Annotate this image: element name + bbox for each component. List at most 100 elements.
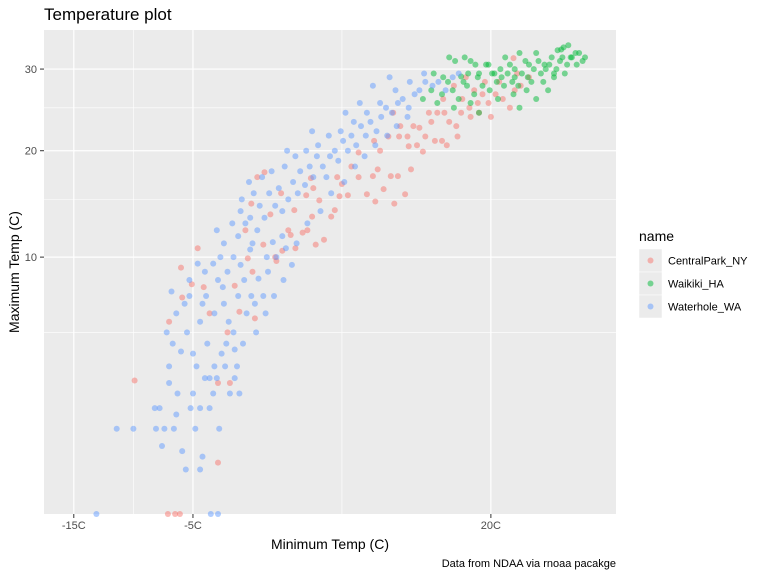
major-gridlines bbox=[44, 30, 616, 514]
point-centralpark-ny bbox=[466, 104, 473, 111]
point-waterhole-wa bbox=[206, 375, 213, 382]
point-waikiki-ha bbox=[460, 78, 467, 85]
point-waterhole-wa bbox=[231, 346, 238, 353]
point-waterhole-wa bbox=[243, 310, 250, 317]
point-waikiki-ha bbox=[568, 54, 575, 61]
point-waterhole-wa bbox=[178, 348, 184, 355]
point-waikiki-ha bbox=[558, 46, 565, 53]
point-waterhole-wa bbox=[327, 153, 333, 160]
point-waikiki-ha bbox=[455, 96, 462, 102]
point-centralpark-ny bbox=[434, 109, 441, 116]
point-waikiki-ha bbox=[516, 104, 523, 111]
point-waterhole-wa bbox=[266, 190, 273, 197]
legend: name CentralPark_NY Waikiki_HA Waterhole_W… bbox=[638, 228, 748, 319]
point-waikiki-ha bbox=[542, 66, 549, 73]
point-waterhole-wa bbox=[201, 375, 208, 382]
point-centralpark-ny bbox=[380, 186, 387, 193]
point-waikiki-ha bbox=[506, 61, 513, 68]
point-waikiki-ha bbox=[528, 78, 535, 85]
point-waterhole-wa bbox=[225, 318, 232, 325]
legend-swatch-centralpark-ny bbox=[647, 257, 654, 264]
point-waterhole-wa bbox=[186, 277, 193, 283]
point-waterhole-wa bbox=[201, 268, 208, 275]
point-waterhole-wa bbox=[399, 96, 406, 102]
point-waikiki-ha bbox=[535, 58, 542, 64]
point-waterhole-wa bbox=[229, 220, 236, 227]
point-centralpark-ny bbox=[467, 113, 474, 120]
point-waterhole-wa bbox=[285, 196, 292, 203]
point-waterhole-wa bbox=[247, 214, 254, 221]
point-waterhole-wa bbox=[216, 425, 223, 432]
point-centralpark-ny bbox=[200, 284, 207, 291]
point-waterhole-wa bbox=[223, 340, 230, 347]
point-waikiki-ha bbox=[430, 70, 437, 77]
point-centralpark-ny bbox=[363, 191, 370, 198]
point-waterhole-wa bbox=[182, 466, 189, 473]
point-waterhole-wa bbox=[309, 128, 316, 135]
point-waikiki-ha bbox=[546, 61, 553, 68]
point-waterhole-wa bbox=[317, 208, 324, 215]
point-waterhole-wa bbox=[194, 260, 201, 267]
point-waikiki-ha bbox=[419, 96, 426, 102]
point-waterhole-wa bbox=[213, 227, 220, 234]
point-centralpark-ny bbox=[172, 511, 179, 517]
point-waterhole-wa bbox=[113, 425, 120, 432]
point-waterhole-wa bbox=[290, 179, 297, 185]
point-waterhole-wa bbox=[210, 390, 217, 397]
point-centralpark-ny bbox=[316, 197, 323, 204]
point-waterhole-wa bbox=[249, 240, 256, 247]
point-waikiki-ha bbox=[445, 78, 451, 85]
point-waterhole-wa bbox=[237, 208, 244, 215]
point-waterhole-wa bbox=[190, 390, 196, 397]
point-waterhole-wa bbox=[358, 123, 364, 130]
point-centralpark-ny bbox=[224, 329, 231, 336]
point-waterhole-wa bbox=[323, 174, 330, 181]
caption: Data from NDAA via rnoaa pacakge bbox=[442, 558, 616, 570]
point-waterhole-wa bbox=[383, 104, 389, 111]
point-centralpark-ny bbox=[479, 91, 486, 98]
point-waterhole-wa bbox=[384, 132, 391, 139]
point-waterhole-wa bbox=[256, 202, 263, 209]
point-waterhole-wa bbox=[272, 202, 279, 209]
point-waikiki-ha bbox=[510, 91, 517, 98]
point-waterhole-wa bbox=[192, 425, 199, 432]
point-centralpark-ny bbox=[331, 207, 338, 214]
point-waterhole-wa bbox=[210, 260, 217, 267]
point-waterhole-wa bbox=[235, 293, 242, 299]
point-waterhole-wa bbox=[211, 310, 218, 317]
point-waikiki-ha bbox=[565, 42, 572, 49]
point-centralpark-ny bbox=[254, 174, 261, 181]
point-waterhole-wa bbox=[406, 78, 413, 85]
point-waterhole-wa bbox=[350, 118, 357, 125]
point-centralpark-ny bbox=[285, 227, 292, 234]
point-waikiki-ha bbox=[511, 66, 518, 73]
point-waterhole-wa bbox=[275, 185, 282, 192]
point-waterhole-wa bbox=[284, 147, 291, 154]
point-waikiki-ha bbox=[522, 58, 529, 64]
point-waikiki-ha bbox=[428, 87, 435, 94]
point-waterhole-wa bbox=[179, 448, 186, 455]
point-waterhole-wa bbox=[248, 293, 255, 299]
point-waterhole-wa bbox=[206, 405, 213, 412]
point-waterhole-wa bbox=[280, 277, 287, 283]
point-centralpark-ny bbox=[440, 96, 447, 102]
point-waterhole-wa bbox=[435, 78, 442, 85]
point-waterhole-wa bbox=[279, 208, 286, 215]
point-waterhole-wa bbox=[247, 246, 254, 253]
point-waikiki-ha bbox=[498, 74, 505, 81]
legend-entries: CentralPark_NY Waikiki_HA Waterhole_WA bbox=[638, 248, 748, 319]
point-centralpark-ny bbox=[194, 245, 201, 252]
point-waterhole-wa bbox=[352, 163, 358, 170]
point-centralpark-ny bbox=[303, 192, 310, 199]
point-waterhole-wa bbox=[294, 190, 301, 197]
point-centralpark-ny bbox=[387, 173, 394, 180]
point-waikiki-ha bbox=[493, 78, 500, 85]
point-centralpark-ny bbox=[391, 200, 398, 207]
y-tick-label: 10 bbox=[25, 252, 37, 264]
point-centralpark-ny bbox=[178, 264, 184, 271]
point-centralpark-ny bbox=[334, 174, 341, 181]
point-waikiki-ha bbox=[579, 58, 586, 64]
point-waikiki-ha bbox=[434, 100, 441, 106]
point-waterhole-wa bbox=[193, 363, 200, 370]
point-waikiki-ha bbox=[497, 66, 504, 73]
